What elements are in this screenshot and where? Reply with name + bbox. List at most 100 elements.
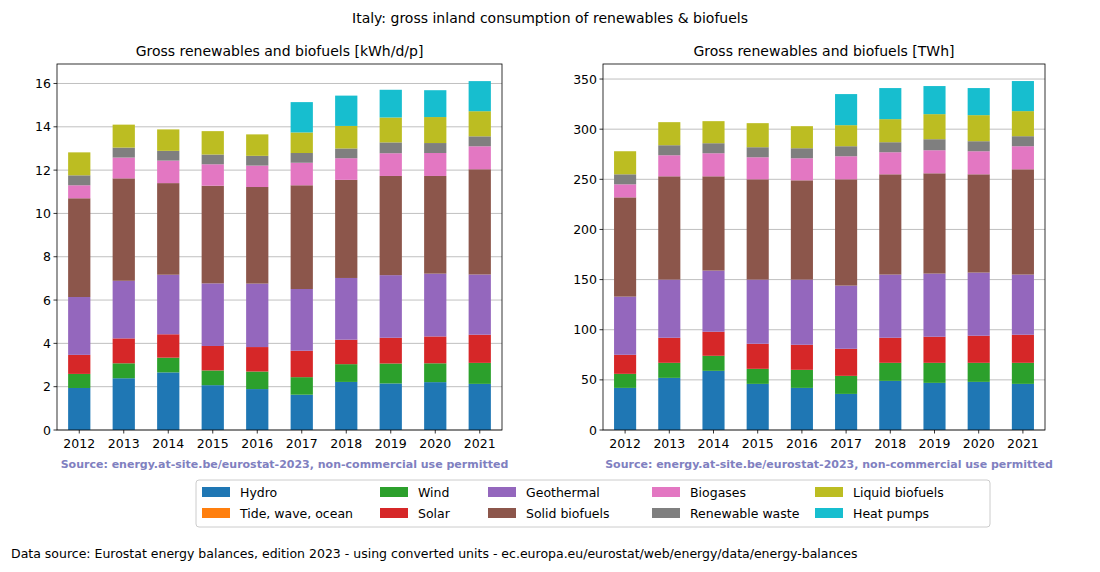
x-tick-label: 2021 (1007, 436, 1039, 451)
bar-segment: Biogases (658, 155, 680, 176)
bar-segment: Heat pumps (335, 96, 357, 126)
bar-segment: Geothermal (702, 271, 724, 332)
bar-segment: Renewable waste (469, 136, 491, 146)
bar-segment: Solid biofuels (923, 173, 945, 273)
bar-segment: Geothermal (879, 275, 901, 338)
bar-segment: Hydro (424, 382, 446, 430)
legend-swatch (202, 487, 230, 497)
x-tick-label: 2012 (609, 436, 641, 451)
x-tick (978, 430, 979, 434)
bar-segment: Wind (424, 363, 446, 382)
bar-segment: Liquid biofuels (879, 119, 901, 142)
bar-segment: Solar (157, 334, 179, 357)
y-tick (54, 256, 58, 257)
x-tick (669, 430, 670, 434)
y-tick-label: 14 (35, 119, 51, 134)
legend-swatch (488, 487, 516, 497)
bar-segment: Wind (1012, 363, 1034, 384)
y-tick-label: 0 (589, 423, 597, 438)
bar-segment: Solar (202, 346, 224, 370)
bar-segment: Hydro (202, 385, 224, 430)
bar-segment: Wind (246, 372, 268, 390)
bar-segment: Liquid biofuels (424, 117, 446, 143)
bar-segment: Solar (614, 355, 636, 374)
bar-segment: Renewable waste (68, 175, 90, 185)
legend-label: Tide, wave, ocean (239, 506, 353, 521)
bars: HydroHydroHydroHydroHydroHydroHydroHydro… (68, 81, 491, 430)
bar-segment: Geothermal (202, 283, 224, 346)
bar-segment: Geothermal (658, 280, 680, 338)
bar-segment: Liquid biofuels (68, 152, 90, 175)
bar-segment: Solid biofuels (614, 197, 636, 296)
bar-segment: Liquid biofuels (157, 129, 179, 150)
legend-label: Solid biofuels (526, 506, 610, 521)
x-tick-label: 2012 (63, 436, 95, 451)
chart: 0246810121416HydroHydroHydroHydroHydroHy… (35, 43, 508, 471)
bar-segment: Renewable waste (614, 174, 636, 184)
y-tick (600, 229, 604, 230)
bar-segment: Liquid biofuels (291, 132, 313, 153)
legend-label: Heat pumps (853, 506, 929, 521)
x-tick (301, 430, 302, 434)
x-tick (801, 430, 802, 434)
bar-segment: Liquid biofuels (246, 134, 268, 155)
bar-segment: Liquid biofuels (202, 131, 224, 154)
bar-segment: Biogases (1012, 146, 1034, 169)
bar-segment: Renewable waste (835, 146, 857, 156)
bar-segment: Renewable waste (157, 151, 179, 161)
bar-segment: Heat pumps (923, 86, 945, 114)
bar-segment: Heat pumps (658, 122, 680, 123)
bar-segment: Hydro (835, 394, 857, 430)
y-tick-label: 16 (35, 76, 51, 91)
bar-segment: Wind (113, 363, 135, 378)
bar-segment: Hydro (68, 388, 90, 430)
bar-segment: Geothermal (791, 280, 813, 345)
y-tick (54, 213, 58, 214)
background (0, 0, 1100, 572)
bar-segment: Hydro (968, 382, 990, 430)
bar-segment: Wind (835, 376, 857, 394)
bar-segment: Biogases (68, 185, 90, 198)
y-tick (600, 329, 604, 330)
legend: HydroTide, wave, oceanWindSolarGeotherma… (196, 480, 990, 527)
x-tick-label: 2021 (464, 436, 496, 451)
x-tick (346, 430, 347, 434)
x-tick-label: 2013 (653, 436, 685, 451)
x-tick (890, 430, 891, 434)
bar-segment: Wind (202, 370, 224, 385)
bar-segment: Solar (747, 344, 769, 369)
y-tick-label: 200 (573, 222, 597, 237)
figure-title: Italy: gross inland consumption of renew… (352, 10, 748, 26)
bar-segment: Geothermal (291, 289, 313, 351)
y-tick (54, 83, 58, 84)
figure: Italy: gross inland consumption of renew… (0, 0, 1100, 572)
y-tick (600, 379, 604, 380)
bar-segment: Renewable waste (791, 148, 813, 158)
bar-segment: Biogases (968, 151, 990, 174)
x-tick (713, 430, 714, 434)
bar-segment: Renewable waste (879, 142, 901, 152)
legend-swatch (652, 508, 680, 518)
bar-segment: Renewable waste (658, 145, 680, 155)
bar-segment: Heat pumps (791, 126, 813, 127)
y-tick-label: 4 (43, 336, 51, 351)
bar-segment: Geothermal (747, 280, 769, 344)
x-tick (123, 430, 124, 434)
bar-segment: Biogases (157, 161, 179, 184)
bar-segment: Hydro (791, 388, 813, 430)
bar-segment: Hydro (923, 383, 945, 430)
bar-segment: Liquid biofuels (335, 126, 357, 149)
bar-segment: Solar (246, 347, 268, 371)
bar-segment: Biogases (702, 153, 724, 176)
y-tick-label: 250 (573, 172, 597, 187)
bar-segment: Geothermal (614, 297, 636, 355)
legend-swatch (815, 487, 843, 497)
bar-segment: Solar (1012, 335, 1034, 363)
x-tick-label: 2015 (197, 436, 229, 451)
bar-segment: Solar (424, 336, 446, 363)
bar-segment: Heat pumps (291, 102, 313, 132)
x-tick (168, 430, 169, 434)
bar-segment: Geothermal (968, 273, 990, 336)
bar-segment: Wind (791, 370, 813, 388)
y-tick-label: 0 (43, 423, 51, 438)
